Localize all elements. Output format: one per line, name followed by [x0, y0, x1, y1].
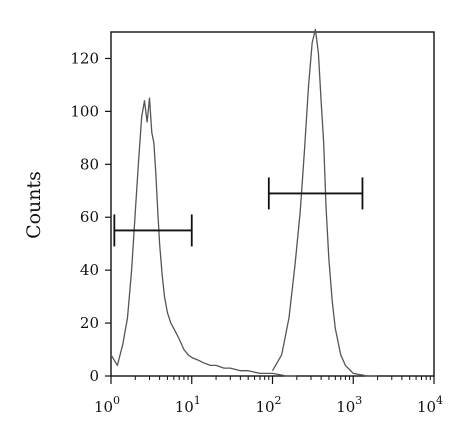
axis-ticks: 0 20 40 60 80 100 120 100 101 102 103 104 [70, 49, 443, 416]
gate-markers [113, 177, 364, 247]
x-tick-label: 100 [94, 394, 120, 416]
series-group [110, 28, 378, 377]
x-tick-label: 103 [336, 394, 362, 416]
plot-frame [110, 31, 435, 377]
y-tick-label: 20 [80, 314, 99, 332]
x-tick-label: 102 [255, 394, 281, 416]
x-tick-label: 104 [417, 394, 443, 416]
y-tick-label: 80 [80, 155, 99, 173]
y-tick-label: 60 [80, 208, 99, 226]
y-tick-label: 40 [80, 261, 99, 279]
histogram-series-line [271, 28, 378, 377]
y-axis-title: Counts [23, 171, 45, 239]
y-tick-label: 0 [89, 367, 99, 385]
x-tick-label: 101 [175, 394, 201, 416]
gate-marker [113, 214, 193, 247]
y-tick-label: 100 [70, 102, 99, 120]
y-tick-label: 120 [70, 49, 99, 67]
histogram-series-line [110, 97, 297, 377]
gate-marker [267, 177, 364, 210]
